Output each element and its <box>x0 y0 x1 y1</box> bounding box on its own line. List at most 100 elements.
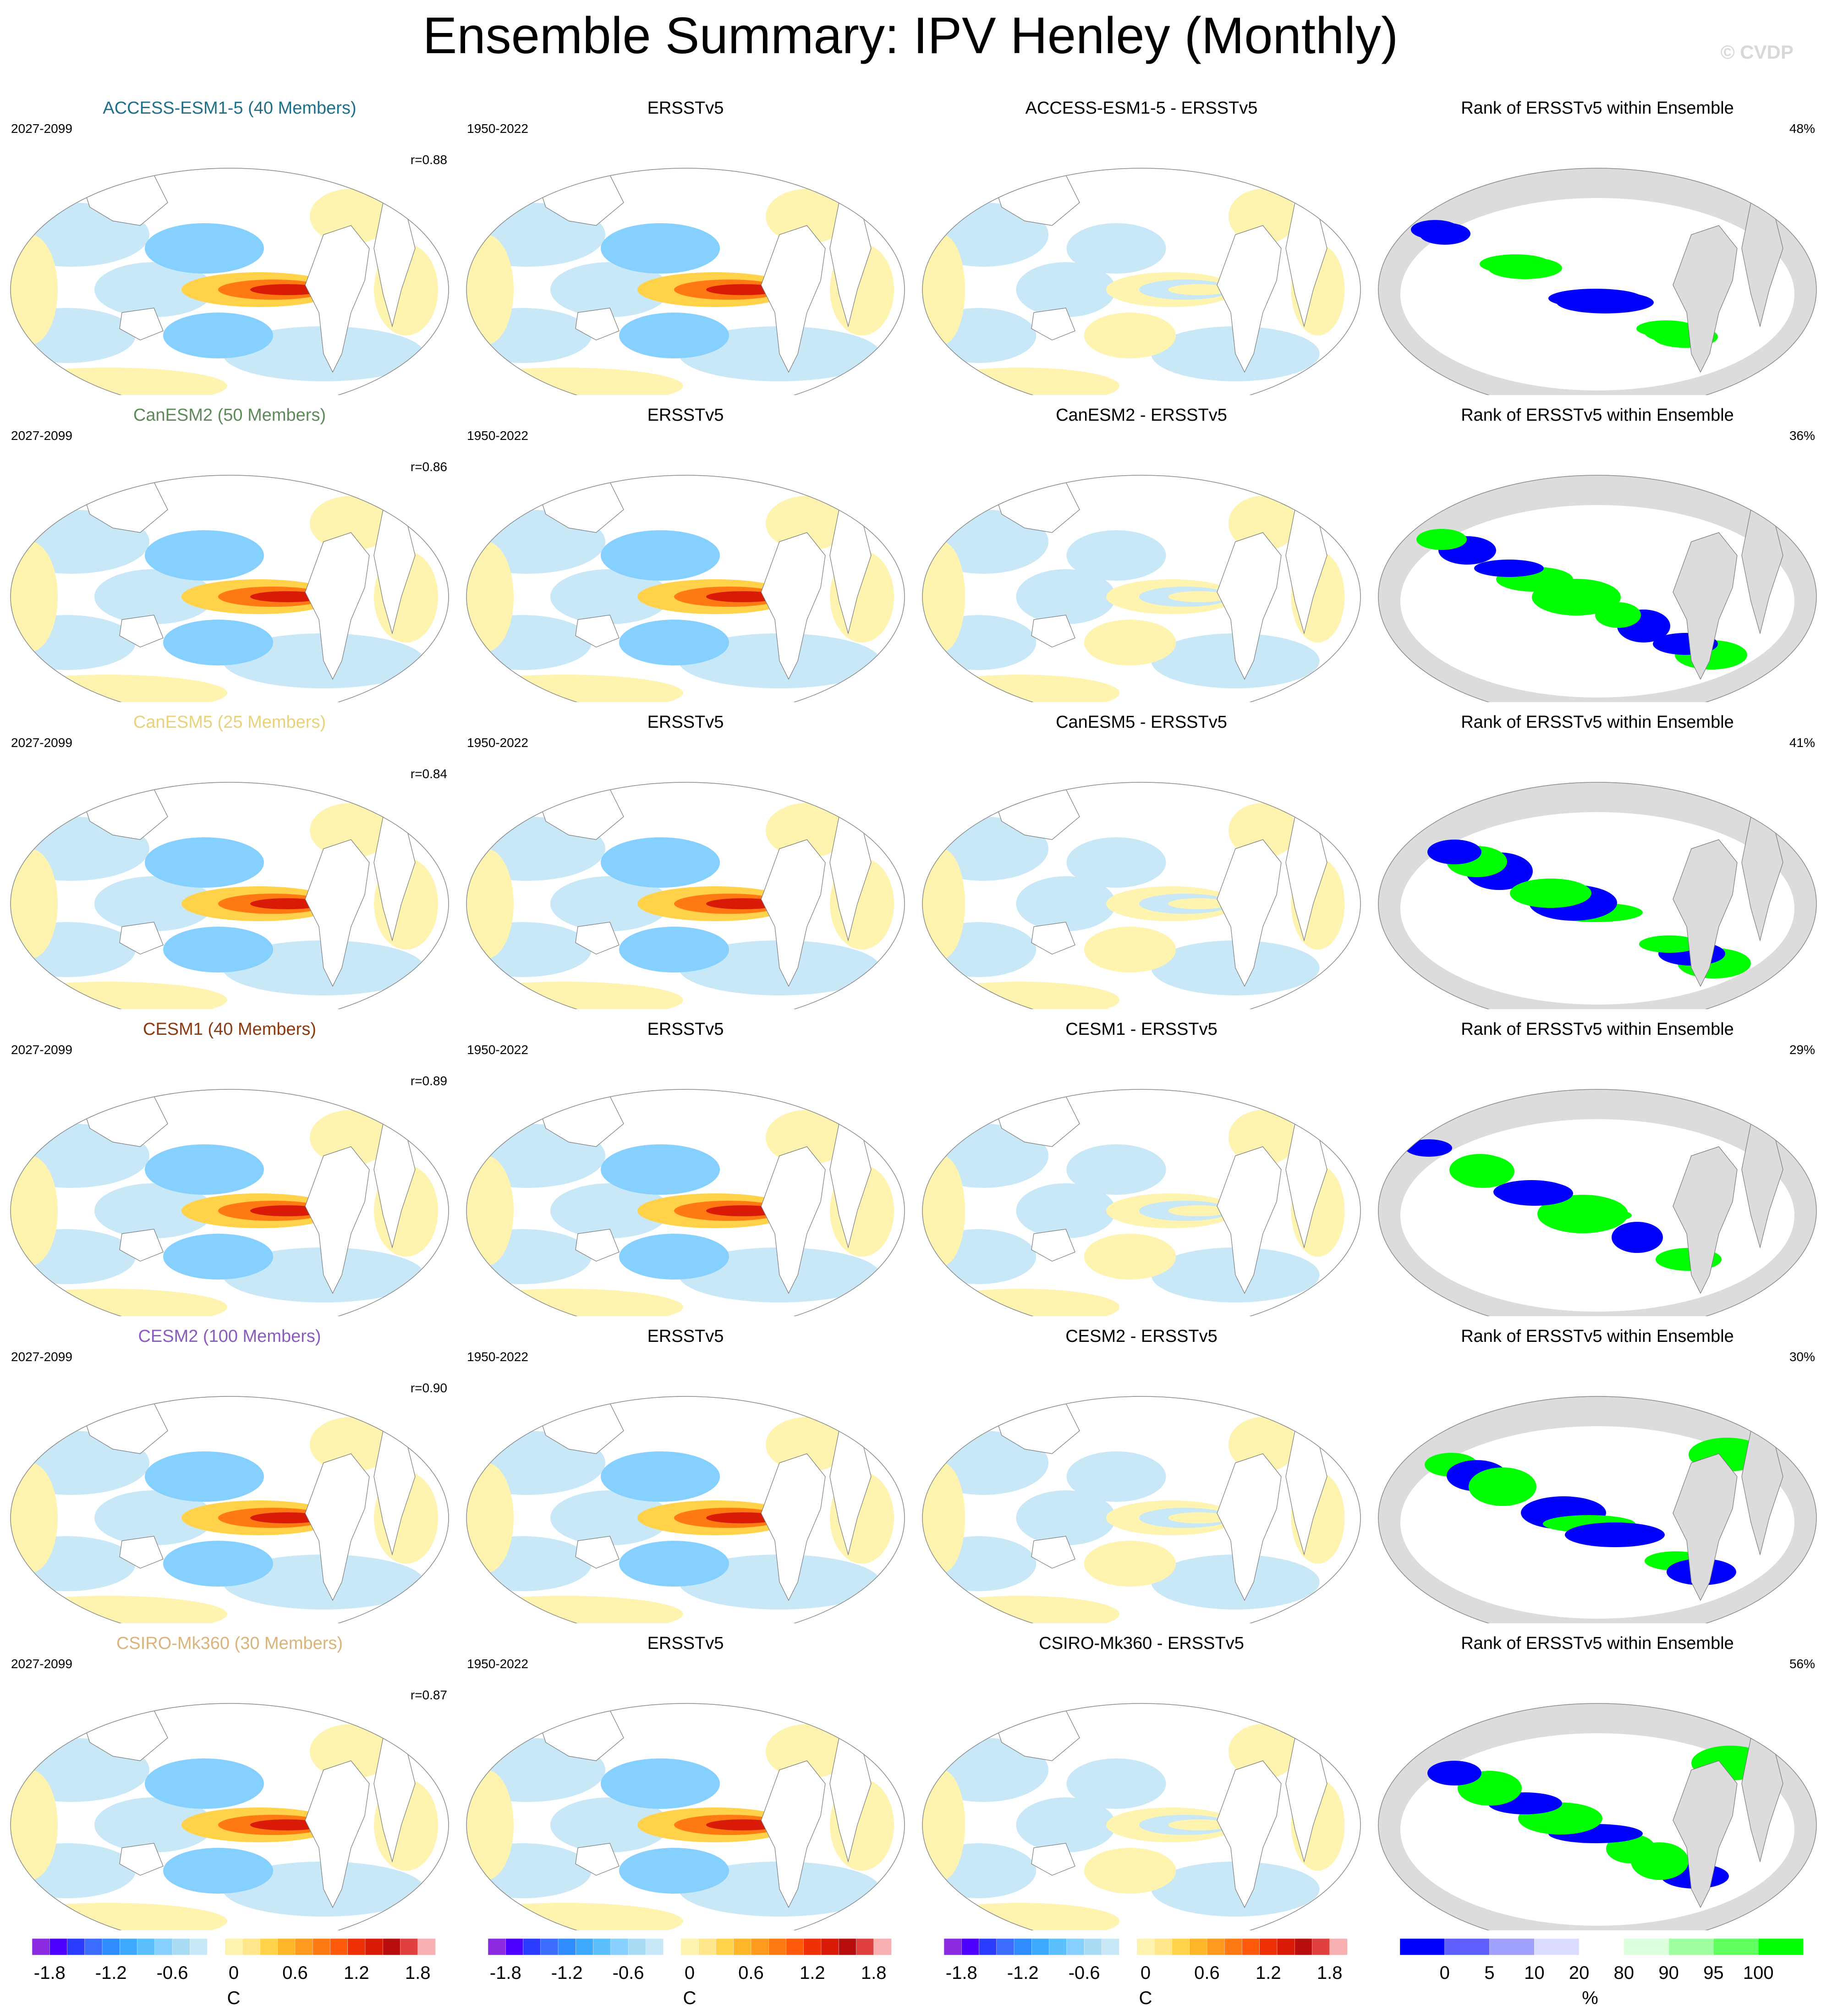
colorbar-tick-label: 1.8 <box>1317 1963 1343 1983</box>
rank-panel: Rank of ERSSTv5 within Ensemble 48% <box>1371 97 1821 395</box>
rank-panel: Rank of ERSSTv5 within Ensemble 41% <box>1371 711 1821 1009</box>
panel-title: Rank of ERSSTv5 within Ensemble <box>1461 1634 1734 1653</box>
anomaly-region <box>310 803 392 858</box>
colorbar-swatch <box>1489 1938 1535 1956</box>
colorbar-unit: % <box>1582 1988 1598 2008</box>
pattern-correlation: r=0.84 <box>410 767 447 781</box>
temperature-colorbar: -1.8 -1.2 -0.6 0 0.6 1.2 1.8 C <box>483 1934 896 2012</box>
colorbar-swatch <box>1758 1938 1804 1956</box>
anomaly-region <box>145 837 264 888</box>
model-panel: CanESM2 (50 Members) 2027-2099 r=0.86 <box>3 404 456 702</box>
panel-title: CanESM5 - ERSSTv5 <box>1056 713 1227 732</box>
land-outline <box>305 1760 370 1908</box>
colorbar-swatch <box>1294 1938 1313 1956</box>
anomaly-region <box>94 262 214 317</box>
panel-title: ERSSTv5 <box>647 1327 724 1346</box>
colorbar-swatch <box>330 1938 348 1956</box>
land-outline <box>1673 225 1738 373</box>
colorbar-tick-label: -1.2 <box>551 1963 583 1983</box>
land-outline <box>1673 839 1738 987</box>
map <box>922 475 1361 702</box>
land-outline <box>761 532 826 680</box>
years-label: 1950-2022 <box>467 736 528 750</box>
colorbar-swatch <box>1259 1938 1278 1956</box>
colorbar-svg: -1.8 -1.2 -0.6 0 0.6 1.2 1.8 <box>32 1938 436 1983</box>
land-outline <box>119 308 164 341</box>
anomaly-region <box>1016 262 1116 317</box>
panel-title: Rank of ERSSTv5 within Ensemble <box>1461 406 1734 425</box>
rank-region <box>1427 840 1481 864</box>
anomaly-region <box>922 542 965 652</box>
anomaly-region <box>1066 837 1166 888</box>
rank-region <box>1557 291 1654 313</box>
land-outline <box>305 225 370 373</box>
anomaly-region <box>310 1724 392 1779</box>
anomaly-region <box>766 496 848 551</box>
colorbar-swatch <box>1579 1938 1624 1956</box>
map <box>466 1089 905 1316</box>
rank-percent: 56% <box>1789 1657 1815 1671</box>
anomaly-region <box>922 849 965 959</box>
colorbar-swatch <box>242 1938 261 1956</box>
diff-panel: CanESM5 - ERSSTv5 <box>915 711 1368 1009</box>
colorbar-swatch <box>1624 1938 1669 1956</box>
colorbar-swatch <box>488 1938 506 1956</box>
land-outline <box>761 1760 826 1908</box>
anomaly-region <box>1168 591 1229 602</box>
colorbar-swatch <box>365 1938 383 1956</box>
colorbar-tick-label: 0 <box>229 1963 239 1983</box>
rank-region <box>1452 1155 1514 1188</box>
land-outline <box>761 225 826 373</box>
anomaly-region <box>1016 1490 1116 1545</box>
panel-title: CanESM2 - ERSSTv5 <box>1056 406 1227 425</box>
colorbar-swatch <box>873 1938 892 1956</box>
colorbar-tick-label: -1.8 <box>946 1963 977 1983</box>
anomaly-region <box>601 223 720 274</box>
anomaly-region <box>1228 1110 1298 1165</box>
anomaly-region <box>163 620 273 665</box>
colorbar-swatch <box>260 1938 278 1956</box>
rank-region <box>1488 257 1562 279</box>
panel-title: CESM2 (100 Members) <box>138 1327 321 1346</box>
colorbar-tick-label: 5 <box>1484 1963 1494 1983</box>
panel-title: Rank of ERSSTv5 within Ensemble <box>1461 99 1734 118</box>
anomaly-region <box>766 803 848 858</box>
colorbar-tick-label: 90 <box>1658 1963 1679 1983</box>
obs-panel: ERSSTv5 1950-2022 <box>459 1325 912 1623</box>
colorbar-swatch <box>1277 1938 1295 1956</box>
anomaly-region <box>250 284 324 295</box>
anomaly-region <box>1016 1797 1116 1852</box>
anomaly-region <box>601 1758 720 1809</box>
anomaly-region <box>922 1463 965 1573</box>
colorbar-tick-label: -1.2 <box>1007 1963 1039 1983</box>
years-label: 2027-2099 <box>11 121 72 136</box>
anomaly-region <box>1084 927 1176 972</box>
rank-percent: 36% <box>1789 428 1815 443</box>
rank-percent: 41% <box>1789 736 1815 750</box>
map <box>922 1089 1361 1316</box>
anomaly-region <box>766 1110 848 1165</box>
colorbar-swatch <box>1014 1938 1032 1956</box>
panel-title: Rank of ERSSTv5 within Ensemble <box>1461 1327 1734 1346</box>
anomaly-region <box>1168 898 1229 909</box>
colorbar-swatch <box>1207 1938 1225 1956</box>
cvdp-watermark: © CVDP <box>1720 41 1794 63</box>
colorbar-swatch <box>505 1938 524 1956</box>
obs-panel: ERSSTv5 1950-2022 <box>459 404 912 702</box>
land-outline <box>1217 532 1282 680</box>
colorbar-swatch <box>558 1938 576 1956</box>
colorbar-swatch <box>838 1938 857 1956</box>
rank-region <box>1612 1222 1663 1253</box>
colorbar-tick-label: 1.2 <box>800 1963 825 1983</box>
colorbar-swatch <box>1172 1938 1190 1956</box>
model-panel: CanESM5 (25 Members) 2027-2099 r=0.84 <box>3 711 456 1009</box>
colorbar-swatch <box>172 1938 191 1956</box>
anomaly-region <box>94 1183 214 1238</box>
map <box>1378 1396 1817 1623</box>
map <box>1378 1089 1817 1316</box>
anomaly-region <box>163 1848 273 1894</box>
colorbar-tick-label: -0.6 <box>1069 1963 1100 1983</box>
land-outline <box>575 1536 620 1569</box>
colorbar-svg: -1.8 -1.2 -0.6 0 0.6 1.2 1.8 <box>488 1938 892 1983</box>
